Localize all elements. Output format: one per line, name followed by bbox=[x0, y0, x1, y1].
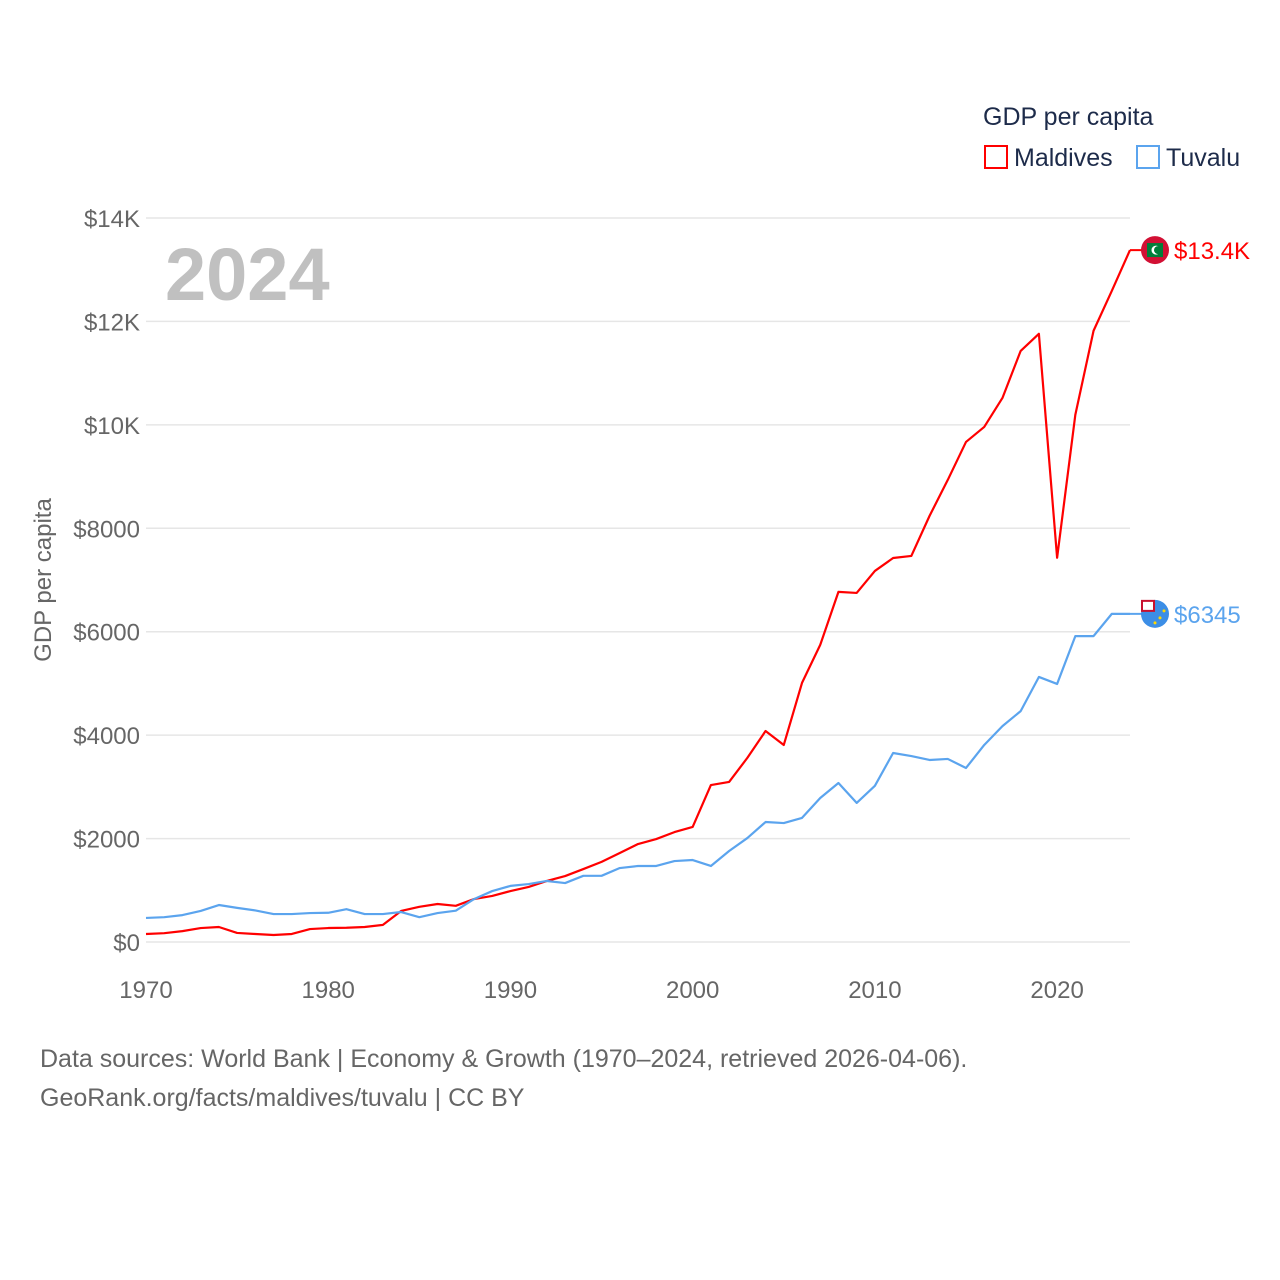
series-line-tuvalu bbox=[145, 612, 1130, 920]
y-tick-label: $4000 bbox=[73, 723, 140, 750]
x-tick-label: 2000 bbox=[666, 977, 719, 1004]
legend-label-tuvalu: Tuvalu bbox=[1166, 144, 1240, 172]
source-url-text: GeoRank.org/facts/maldives/tuvalu | CC B… bbox=[40, 1084, 525, 1112]
x-tick-label: 1990 bbox=[484, 977, 537, 1004]
x-tick-label: 2020 bbox=[1030, 977, 1083, 1004]
end-value-label-tuvalu: $6345 bbox=[1174, 602, 1241, 629]
y-tick-label: $0 bbox=[113, 930, 140, 957]
series-line-maldives bbox=[145, 249, 1132, 937]
legend-item-maldives[interactable]: Maldives bbox=[984, 144, 1113, 172]
y-tick-label: $12K bbox=[84, 309, 140, 336]
legend-item-tuvalu[interactable]: Tuvalu bbox=[1136, 144, 1240, 172]
legend-swatch-maldives bbox=[984, 145, 1008, 169]
y-tick-label: $2000 bbox=[73, 827, 140, 854]
year-watermark: 2024 bbox=[165, 233, 330, 316]
y-tick-label: $8000 bbox=[73, 516, 140, 543]
legend-label-maldives: Maldives bbox=[1014, 144, 1113, 172]
x-tick-label: 1970 bbox=[119, 977, 172, 1004]
data-source-text: Data sources: World Bank | Economy & Gro… bbox=[40, 1045, 968, 1073]
y-tick-label: $6000 bbox=[73, 620, 140, 647]
legend-title: GDP per capita bbox=[983, 103, 1154, 131]
legend: GDP per capita Maldives Tuvalu bbox=[983, 103, 1240, 172]
y-axis-label: GDP per capita bbox=[30, 498, 57, 662]
x-tick-label: 1980 bbox=[302, 977, 355, 1004]
end-value-label-maldives: $13.4K bbox=[1174, 238, 1250, 265]
flag-icon-tuvalu bbox=[1141, 599, 1169, 628]
flag-icon-maldives bbox=[1141, 236, 1169, 265]
y-tick-label: $10K bbox=[84, 413, 140, 440]
x-tick-label: 2010 bbox=[848, 977, 901, 1004]
y-tick-label: $14K bbox=[84, 206, 140, 233]
legend-swatch-tuvalu bbox=[1136, 145, 1160, 169]
